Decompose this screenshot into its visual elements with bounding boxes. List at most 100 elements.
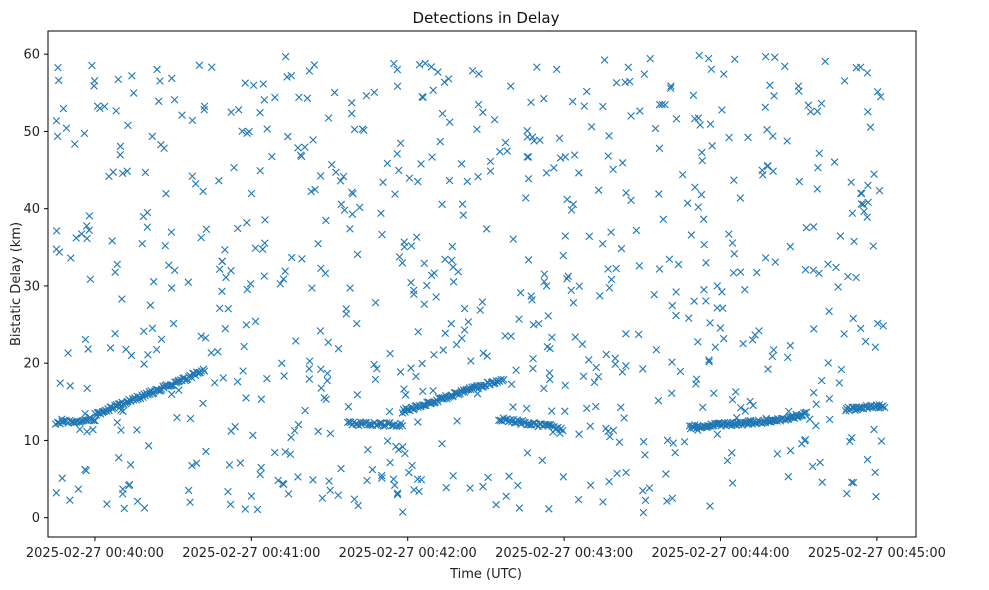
detection-marker: [186, 498, 194, 507]
detection-marker: [386, 458, 394, 467]
detection-marker: [410, 486, 418, 494]
detection-marker: [732, 421, 740, 429]
detection-marker: [407, 242, 416, 250]
detection-marker: [529, 364, 537, 373]
detection-marker: [271, 93, 279, 102]
detection-marker: [418, 93, 426, 101]
detection-marker: [297, 152, 306, 161]
detection-marker: [596, 291, 604, 300]
detection-marker: [167, 284, 176, 292]
detection-marker: [473, 125, 481, 134]
detection-marker: [549, 428, 557, 436]
detection-marker: [795, 177, 804, 186]
detection-marker: [56, 379, 64, 387]
detection-marker: [359, 418, 367, 427]
detection-marker: [792, 410, 800, 419]
detection-marker: [694, 338, 702, 346]
detection-marker: [678, 170, 687, 179]
detection-marker: [809, 388, 818, 397]
detection-marker: [118, 295, 126, 303]
detection-marker: [284, 132, 292, 141]
detection-marker: [111, 329, 119, 338]
detection-marker: [245, 127, 253, 136]
detection-marker: [620, 414, 628, 422]
detection-marker: [509, 235, 518, 243]
detection-marker: [769, 346, 778, 354]
detection-marker: [126, 461, 135, 469]
detection-marker: [334, 344, 343, 353]
detection-marker: [348, 188, 356, 197]
detection-marker: [334, 491, 342, 499]
detection-marker: [353, 250, 362, 259]
detection-marker: [877, 437, 886, 445]
detection-marker: [503, 147, 512, 155]
detection-marker: [622, 330, 630, 338]
detection-marker: [444, 75, 453, 83]
detection-marker: [154, 97, 163, 106]
detection-marker: [324, 114, 333, 122]
x-axis-ticks: 2025-02-27 00:40:00 2025-02-27 00:41:00 20…: [26, 537, 946, 561]
detection-marker: [825, 415, 834, 424]
detection-marker: [764, 365, 772, 373]
x-tick-label: 2025-02-27 00:42:00: [339, 546, 477, 561]
detection-marker: [668, 301, 677, 310]
detection-marker: [66, 496, 74, 505]
detection-marker: [207, 349, 216, 357]
detection-marker: [249, 81, 258, 90]
detection-marker: [305, 67, 314, 75]
detection-marker: [373, 364, 381, 373]
y-tick-label: 20: [23, 357, 40, 372]
detection-marker: [533, 63, 541, 71]
detection-marker: [837, 365, 846, 374]
detection-marker: [612, 78, 621, 87]
detection-marker: [849, 314, 858, 323]
detection-marker: [857, 200, 866, 208]
detection-marker: [242, 394, 250, 402]
detection-marker: [81, 416, 90, 424]
detection-marker: [690, 297, 698, 305]
detection-marker: [188, 172, 197, 180]
detection-marker: [694, 203, 703, 211]
detection-marker: [655, 144, 664, 153]
detection-marker: [116, 150, 125, 159]
detection-marker: [611, 354, 620, 363]
detection-marker: [524, 174, 533, 183]
detection-marker: [86, 275, 95, 284]
detection-marker: [759, 171, 767, 179]
detection-marker: [219, 374, 228, 382]
detection-marker: [809, 266, 818, 275]
detection-marker: [393, 489, 402, 497]
detection-marker: [543, 421, 552, 429]
detection-marker: [84, 345, 92, 353]
detection-marker: [502, 492, 510, 501]
detection-marker: [377, 474, 386, 482]
detection-marker: [863, 213, 872, 221]
detection-marker: [691, 183, 699, 192]
detection-marker: [133, 392, 142, 401]
detection-marker: [257, 463, 265, 472]
detection-marker: [281, 448, 290, 456]
detection-marker: [725, 133, 733, 142]
detection-marker: [475, 70, 483, 78]
detection-marker: [242, 321, 251, 329]
detection-marker: [836, 232, 845, 240]
detection-marker: [138, 239, 147, 248]
detection-marker: [259, 80, 268, 88]
detection-marker: [800, 409, 808, 417]
detection-marker: [559, 251, 568, 260]
detection-marker: [53, 132, 62, 141]
detection-marker: [236, 459, 245, 467]
detection-marker: [612, 264, 621, 273]
detection-marker: [309, 476, 317, 484]
detection-marker: [730, 55, 739, 64]
detection-marker: [523, 153, 532, 161]
detection-marker: [274, 476, 282, 485]
detection-marker: [468, 66, 477, 75]
detection-marker: [617, 244, 626, 253]
detection-marker: [111, 268, 119, 276]
detection-marker: [295, 93, 303, 102]
detection-marker: [736, 404, 745, 412]
detection-marker: [231, 422, 239, 431]
detection-marker: [393, 150, 401, 158]
detection-marker: [128, 72, 136, 80]
